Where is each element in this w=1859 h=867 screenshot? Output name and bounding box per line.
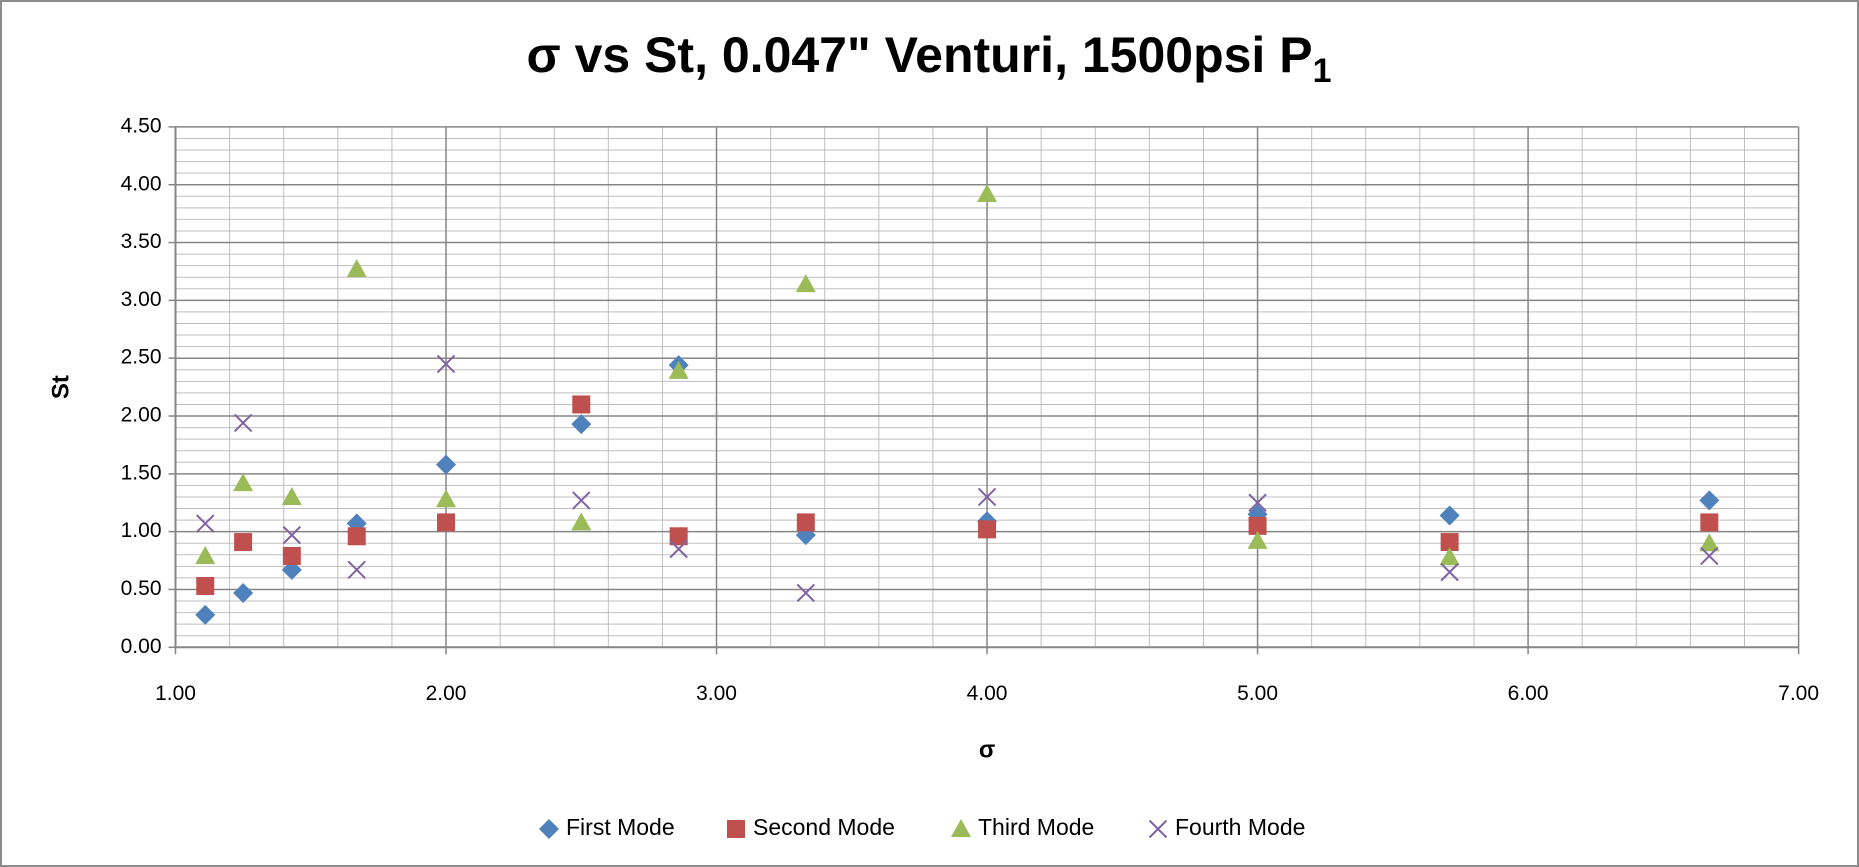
data-point: [196, 577, 215, 596]
legend-label: Second Mode: [753, 814, 895, 840]
data-point: [1439, 547, 1460, 566]
legend-label: First Mode: [566, 814, 675, 840]
legend-label: Third Mode: [978, 814, 1094, 840]
data-point: [1439, 505, 1460, 526]
data-point: [1440, 562, 1459, 582]
x-tick-label: 3.00: [696, 682, 737, 705]
y-tick-label: 3.50: [121, 230, 162, 253]
legend-marker: [1148, 819, 1168, 839]
y-tick-label: 3.00: [121, 288, 162, 311]
legend-label: Fourth Mode: [1175, 814, 1305, 840]
data-point: [1440, 533, 1459, 552]
data-point: [571, 512, 592, 531]
data-point: [977, 487, 997, 507]
title-subscript: 1: [1313, 52, 1332, 90]
data-point: [282, 525, 302, 545]
data-point: [282, 546, 301, 565]
y-tick-label: 2.00: [121, 404, 162, 427]
legend-marker: [951, 819, 971, 837]
data-point: [572, 491, 591, 510]
data-point: [669, 539, 688, 559]
x-tick-label: 5.00: [1237, 682, 1278, 705]
y-tick-label: 4.50: [121, 114, 162, 137]
data-point: [571, 414, 592, 435]
y-tick-label: 0.00: [121, 635, 162, 658]
y-tick-label: 1.00: [121, 519, 162, 542]
y-tick-label: 0.50: [121, 577, 162, 600]
x-tick-label: 7.00: [1778, 682, 1819, 705]
data-point: [977, 183, 998, 202]
data-point: [796, 513, 815, 532]
chart-title: σ vs St, 0.047" Venturi, 1500psi P1: [526, 27, 1331, 90]
data-point: [436, 354, 456, 374]
data-point: [572, 395, 591, 414]
data-point: [1247, 530, 1268, 549]
data-point: [436, 454, 457, 475]
data-point: [347, 560, 366, 580]
data-point: [668, 360, 689, 379]
data-point: [196, 514, 215, 533]
data-point: [795, 274, 816, 293]
marks: [195, 183, 1720, 625]
data-point: [281, 486, 302, 505]
data-point: [436, 489, 457, 508]
data-point: [195, 545, 216, 564]
data-point: [233, 582, 254, 603]
x-tick-label: 2.00: [426, 682, 467, 705]
data-point: [233, 473, 254, 492]
data-point: [796, 583, 816, 603]
x-tick-label: 1.00: [155, 682, 196, 705]
x-tick-label: 6.00: [1508, 682, 1549, 705]
y-tick-label: 1.50: [121, 461, 162, 484]
title-main: σ vs St, 0.047" Venturi, 1500psi P: [526, 27, 1312, 83]
x-axis-label: σ: [979, 736, 995, 763]
y-axis-label: St: [47, 375, 74, 399]
legend-marker: [539, 819, 559, 839]
y-tick-label: 2.50: [121, 346, 162, 369]
data-point: [346, 259, 367, 278]
data-point: [437, 513, 456, 532]
data-point: [1700, 513, 1719, 532]
data-point: [978, 520, 997, 539]
legend-marker: [727, 820, 745, 838]
data-point: [233, 413, 253, 433]
data-point: [669, 527, 688, 546]
data-point: [234, 533, 253, 552]
data-point: [1700, 546, 1719, 566]
data-point: [1699, 490, 1720, 511]
data-point: [195, 604, 216, 625]
data-point: [1248, 493, 1267, 512]
data-point: [1699, 533, 1720, 552]
x-tick-label: 4.00: [967, 682, 1008, 705]
data-point: [1248, 516, 1267, 535]
grid: [168, 126, 1800, 655]
y-tick-label: 4.00: [121, 172, 162, 195]
data-point: [347, 527, 366, 546]
